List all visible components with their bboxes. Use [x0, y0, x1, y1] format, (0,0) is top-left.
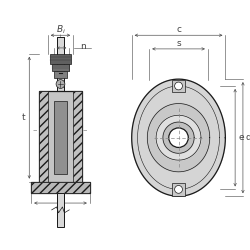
Polygon shape: [132, 79, 225, 196]
Text: b: b: [58, 204, 63, 214]
Bar: [56, 193, 64, 228]
Text: n: n: [80, 42, 86, 51]
Bar: [52, 64, 69, 71]
Bar: [50, 54, 71, 64]
Bar: [56, 37, 64, 222]
Bar: [54, 100, 67, 174]
Text: e: e: [238, 133, 244, 142]
Polygon shape: [156, 115, 201, 160]
Bar: [31, 182, 90, 193]
Polygon shape: [163, 122, 194, 153]
Text: s: s: [176, 38, 181, 48]
Circle shape: [175, 186, 182, 193]
Bar: [39, 91, 82, 184]
Circle shape: [56, 80, 65, 88]
Text: d: d: [246, 133, 250, 142]
Text: c: c: [176, 25, 181, 34]
Bar: [39, 91, 48, 184]
Bar: [31, 182, 90, 193]
Circle shape: [175, 82, 182, 90]
Bar: [54, 71, 67, 78]
Polygon shape: [147, 104, 210, 172]
Bar: [73, 91, 82, 184]
Bar: [172, 183, 185, 196]
Text: t: t: [22, 113, 25, 122]
Text: $B_i$: $B_i$: [56, 23, 66, 36]
Bar: [172, 80, 185, 92]
Bar: [56, 37, 64, 222]
Circle shape: [169, 128, 188, 148]
